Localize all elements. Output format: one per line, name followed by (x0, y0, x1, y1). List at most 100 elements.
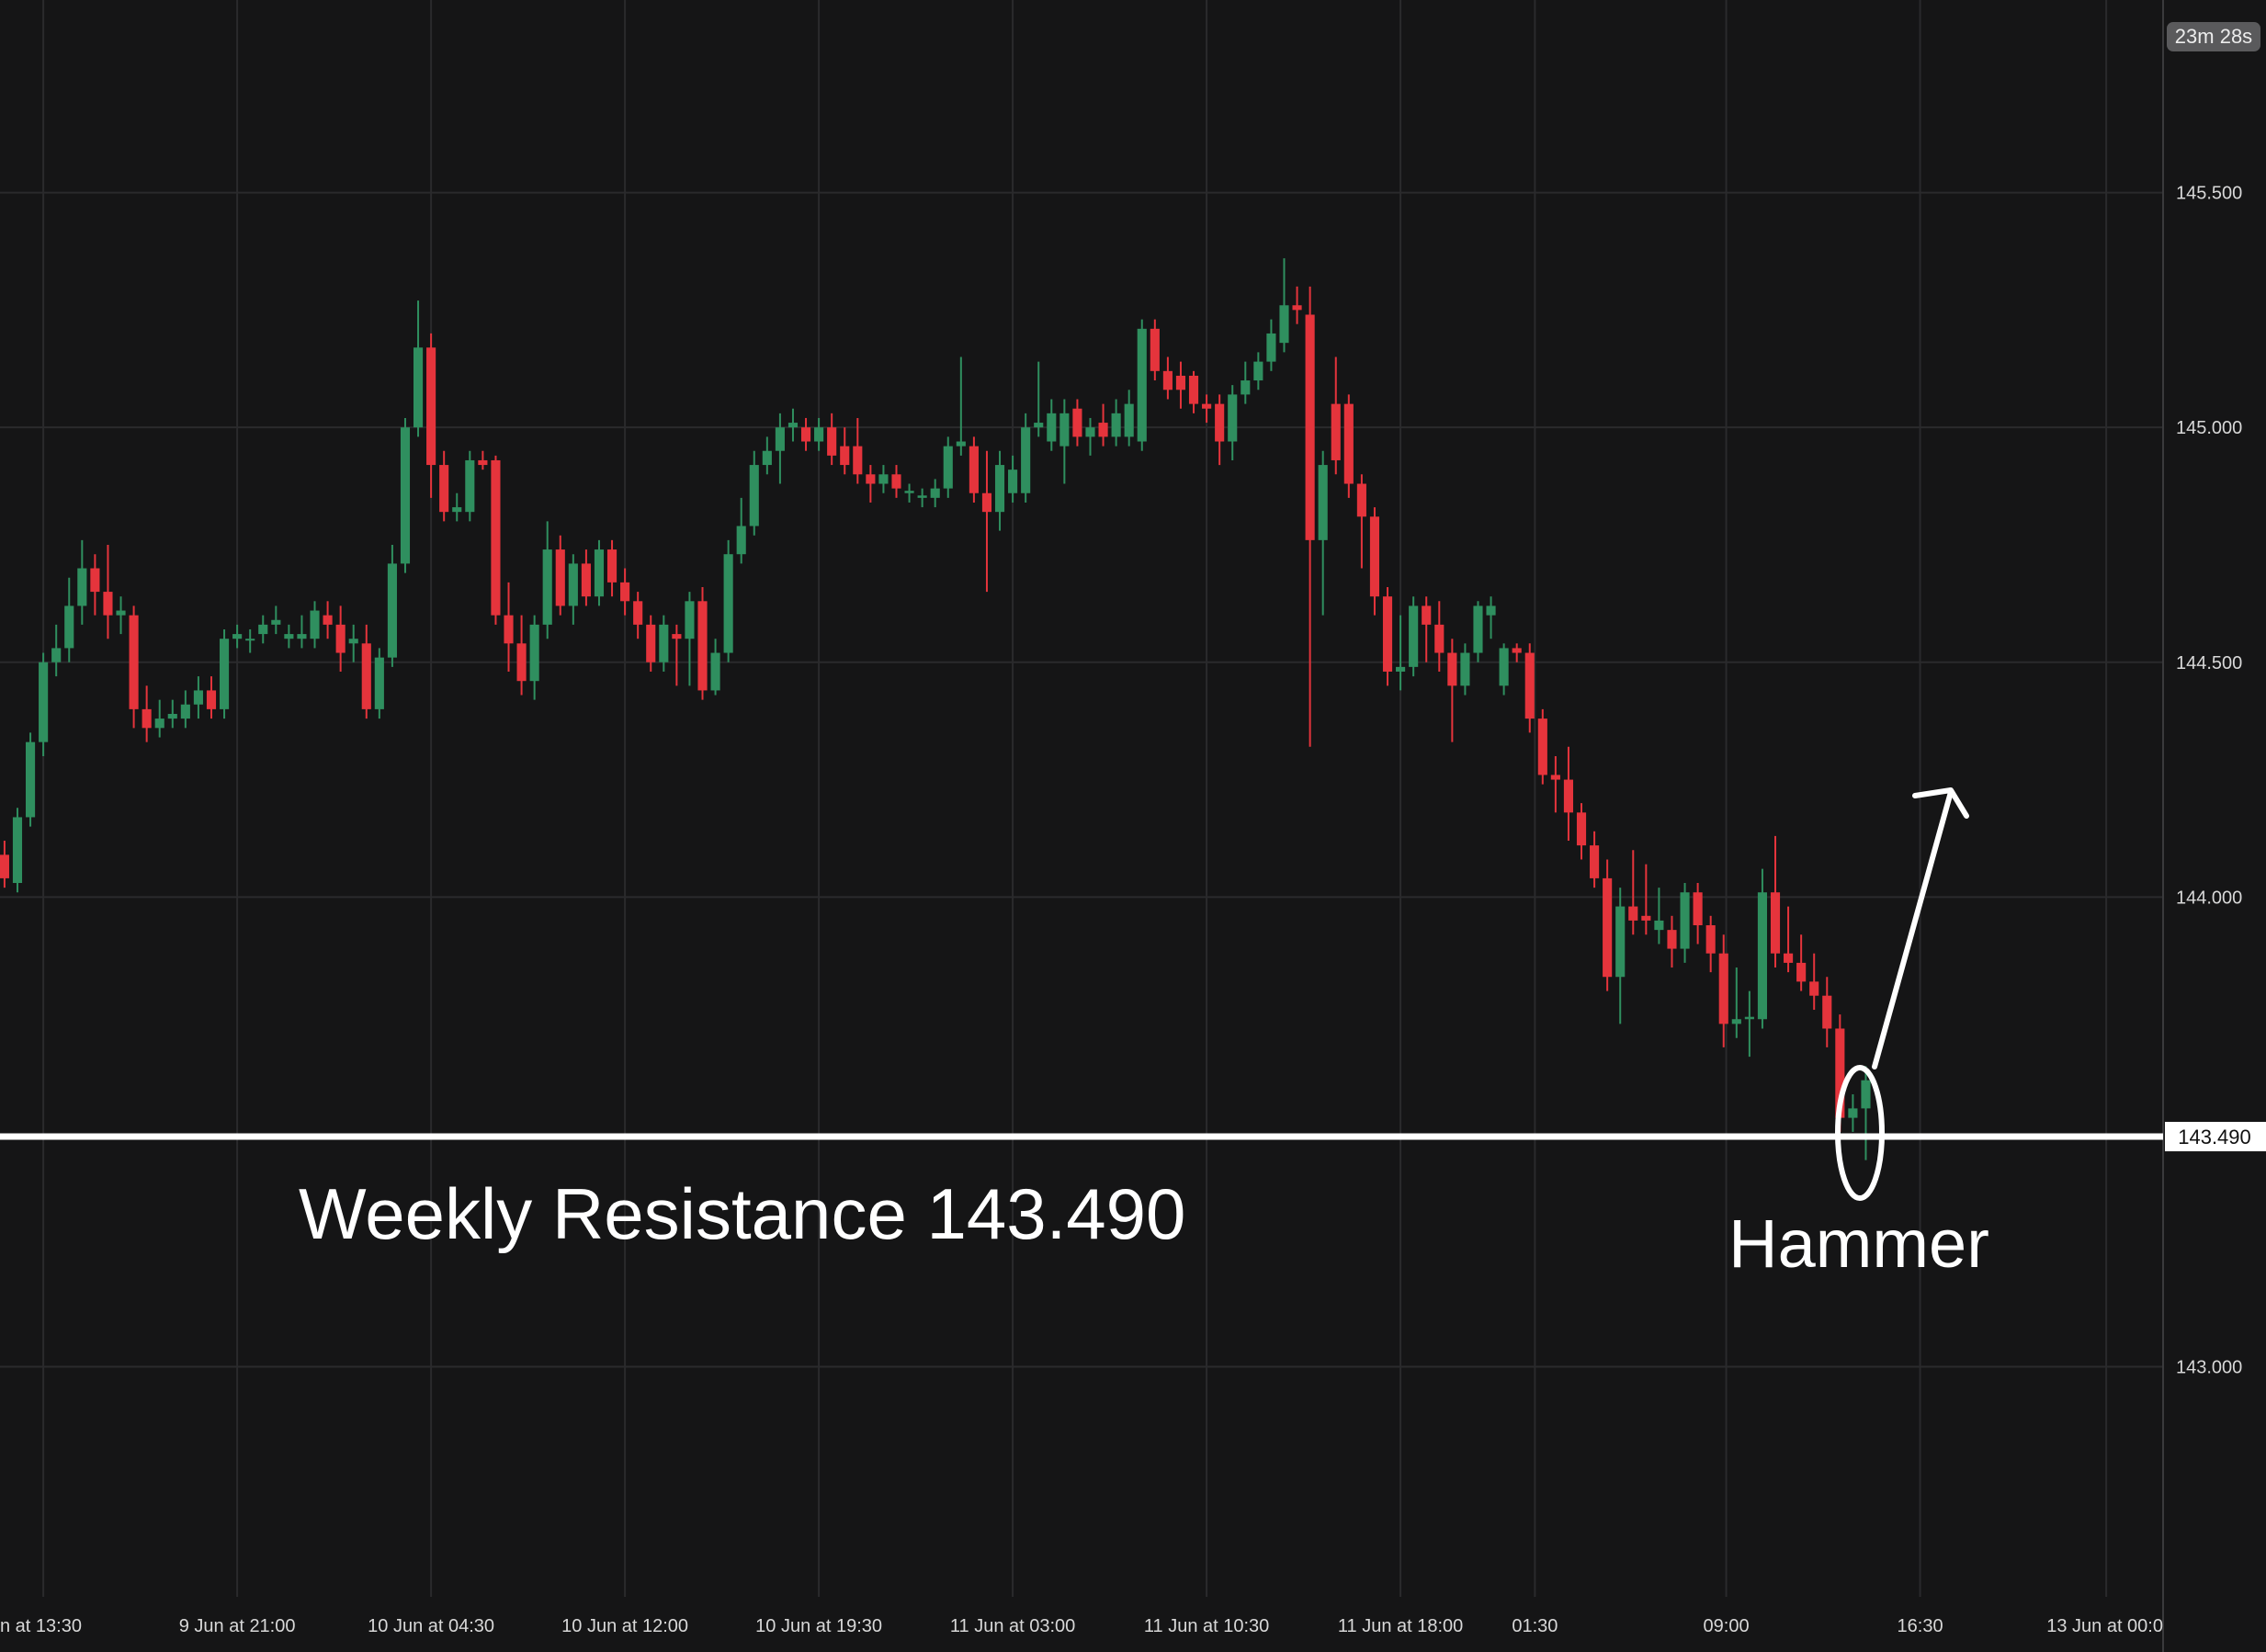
x-tick-label: 11 Jun at 10:30 (1144, 1616, 1269, 1636)
grid (0, 0, 2163, 1597)
candle-body (1188, 375, 1199, 404)
candle-body (1576, 812, 1587, 846)
candle-body (232, 634, 243, 639)
price-tag (2165, 1122, 2266, 1152)
candle-body (271, 619, 281, 625)
candle-body (1318, 465, 1328, 540)
candle-body (1059, 413, 1070, 447)
candle-body (1021, 427, 1031, 493)
candle-body (1279, 305, 1289, 344)
candle-body (1369, 516, 1380, 597)
candle-body (1680, 892, 1690, 949)
candle-body (1654, 920, 1664, 931)
candle-body (1382, 596, 1393, 672)
candle-body (1718, 953, 1728, 1024)
candle-body (284, 634, 294, 639)
candle-body (1537, 719, 1547, 775)
timer: 23m 28s (2175, 25, 2252, 48)
candle-body (1603, 877, 1613, 978)
candle-body (64, 605, 74, 649)
candle-body (981, 492, 992, 513)
candle-body (594, 549, 605, 597)
candle-body (413, 347, 424, 428)
candle-body (568, 563, 578, 606)
candle-body (1124, 403, 1134, 437)
candle-body (581, 563, 591, 597)
candle-body (348, 639, 358, 644)
candle-body (1008, 470, 1018, 493)
candle-body (400, 427, 411, 564)
candle-body (452, 507, 462, 513)
candle-body (1524, 652, 1535, 719)
candle-body (659, 624, 669, 662)
x-tick-label: 13 Jun at 00:0 (2046, 1616, 2163, 1636)
candle-body (646, 624, 656, 662)
y-tick-label: 143.000 (2176, 1358, 2242, 1378)
candle-body (723, 554, 733, 653)
candle-body (142, 708, 152, 729)
y-tick-label: 145.500 (2176, 184, 2242, 204)
candle-body (491, 459, 501, 616)
candle-body (1822, 995, 1832, 1029)
candle-body (930, 488, 940, 498)
candle-body (1512, 648, 1522, 653)
candle-body (1641, 915, 1651, 921)
candle-body (1228, 394, 1238, 442)
candle-body (1835, 1028, 1845, 1118)
candle-body (917, 495, 927, 498)
candle-body (1241, 380, 1251, 395)
candle-body (994, 465, 1005, 513)
candle-body (478, 459, 488, 466)
candle-body (323, 615, 333, 625)
candle-body (51, 648, 62, 662)
candle-body (374, 657, 384, 709)
candle-body (1499, 648, 1509, 686)
candle-body (167, 713, 177, 719)
x-tick-label: 09:00 (1704, 1616, 1750, 1636)
candle-body (1796, 962, 1807, 982)
y-tick-label: 144.500 (2176, 653, 2242, 673)
candle-body (529, 624, 539, 682)
candle-body (1744, 1016, 1754, 1020)
candle-body (1590, 845, 1600, 878)
candle-body (361, 643, 371, 709)
candle-body (1047, 413, 1057, 442)
candle-body (775, 427, 785, 451)
candle-body (39, 662, 49, 742)
candle-body (1809, 981, 1819, 996)
x-tick-label: 10 Jun at 12:00 (561, 1616, 688, 1636)
candle-body (12, 817, 23, 884)
candle-body (77, 568, 87, 606)
candle-body (387, 563, 397, 658)
candle-body (1202, 403, 1212, 409)
candle-body (0, 854, 9, 878)
candle-body (310, 610, 320, 639)
candle-body (426, 347, 436, 466)
candle-body (1409, 605, 1419, 667)
candle-body (555, 549, 565, 606)
candle-body (1705, 925, 1716, 954)
candle-body (620, 582, 630, 602)
candle-body (814, 427, 824, 442)
candle-body (465, 459, 475, 513)
candle-body (258, 624, 268, 635)
candle-body (762, 450, 772, 466)
candle-body (90, 568, 100, 593)
candle-body (800, 427, 811, 442)
candle-body (1162, 370, 1173, 390)
labels: 145.500 145.000 144.500 144.000 143.000 n at … (0, 184, 2242, 1636)
candle-body (1628, 906, 1638, 921)
pattern-label: Hammer (1728, 1205, 1989, 1282)
candle-body (1215, 403, 1225, 442)
price-tag-label: 143.490 (2178, 1126, 2251, 1148)
candle-body (1550, 775, 1560, 780)
candle-body (180, 704, 190, 719)
up-arrow (1872, 787, 1969, 1069)
candle-body (1137, 328, 1147, 442)
candle-body (697, 601, 708, 691)
candle-body (1175, 375, 1186, 390)
candle-body (1331, 403, 1341, 460)
candle-body (1253, 361, 1263, 381)
candle-body (25, 741, 36, 818)
